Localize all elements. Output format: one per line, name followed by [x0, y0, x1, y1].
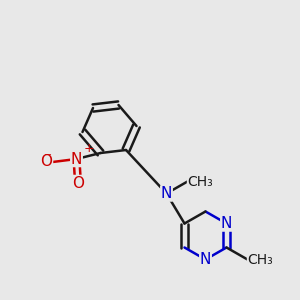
Text: ⁻: ⁻	[44, 150, 52, 165]
Text: CH₃: CH₃	[248, 253, 273, 266]
Text: +: +	[84, 142, 94, 154]
Text: N: N	[161, 186, 172, 201]
Text: O: O	[40, 154, 52, 169]
Text: O: O	[72, 176, 84, 190]
Text: N: N	[200, 252, 211, 267]
Text: CH₃: CH₃	[188, 175, 213, 188]
Text: N: N	[221, 216, 232, 231]
Text: N: N	[71, 152, 82, 166]
